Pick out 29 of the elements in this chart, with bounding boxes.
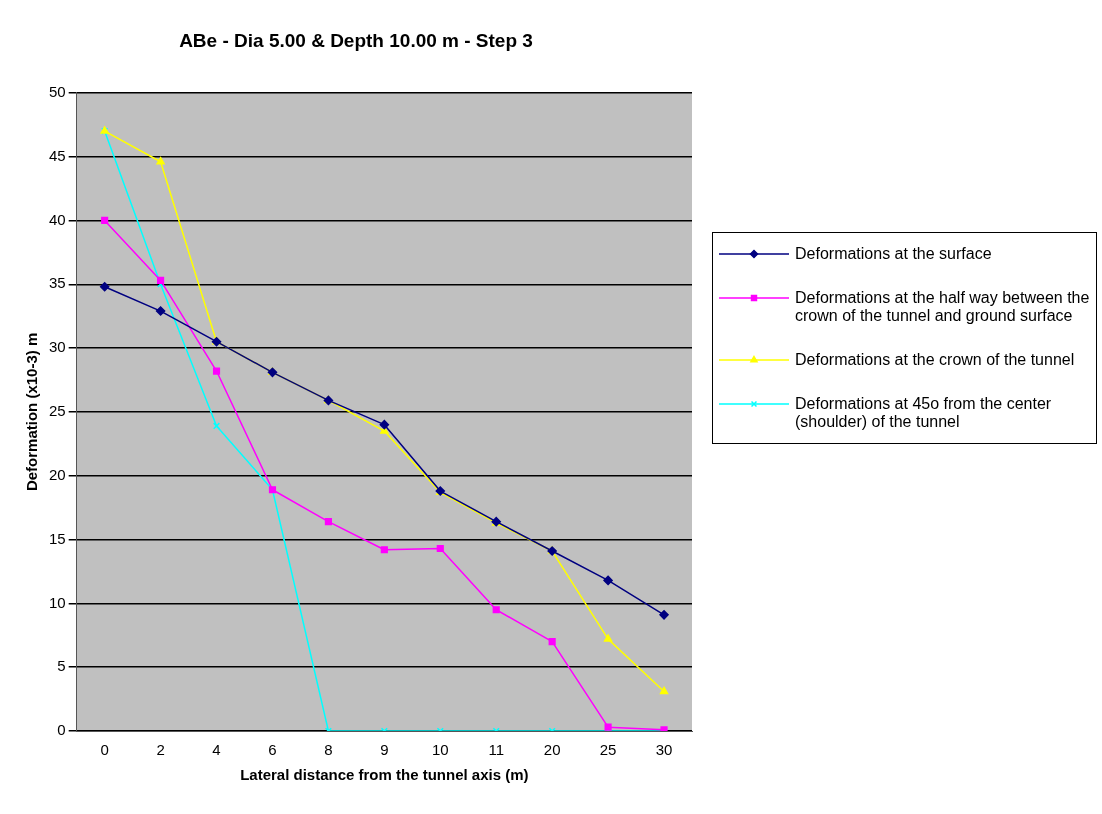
legend-label: Deformations at the half way between the crown of the tunnel and ground surface [795,289,1090,325]
y-tick-label: 20 [49,465,66,483]
y-tick-label: 50 [49,82,66,100]
y-axis-title: Deformation (x10-3) m [23,332,41,492]
chart-title: ABe - Dia 5.00 & Depth 10.00 m - Step 3 [179,29,533,51]
y-tick-label: 15 [49,529,66,547]
x-tick-label: 30 [655,741,673,759]
x-tick-label: 10 [431,741,449,759]
y-tick-label: 35 [49,274,66,292]
x-tick-label: 8 [324,741,333,759]
x-tick-label: 11 [488,741,505,759]
x-tick-label: 9 [380,741,389,759]
y-tick-label: 10 [49,593,66,611]
legend-label: Deformations at 45o from the center (shoulder) of the tunnel [795,395,1053,431]
x-tick-label: 2 [156,741,165,759]
x-tick-label: 6 [268,741,277,759]
y-tick-label: 0 [57,721,66,739]
x-tick-label: 20 [543,741,561,759]
y-tick-label: 25 [49,402,66,420]
y-tick-label: 45 [49,146,66,164]
legend-label: Deformations at the crown of the tunnel [795,351,1075,369]
y-tick-label: 40 [49,210,66,228]
x-tick-label: 0 [100,741,109,759]
y-tick-label: 5 [57,657,66,675]
x-tick-label: 25 [599,741,617,759]
x-axis-title: Lateral distance from the tunnel axis (m) [240,766,529,784]
y-tick-label: 30 [49,338,66,356]
legend-label: Deformations at the surface [795,245,992,263]
x-tick-label: 4 [212,741,221,759]
